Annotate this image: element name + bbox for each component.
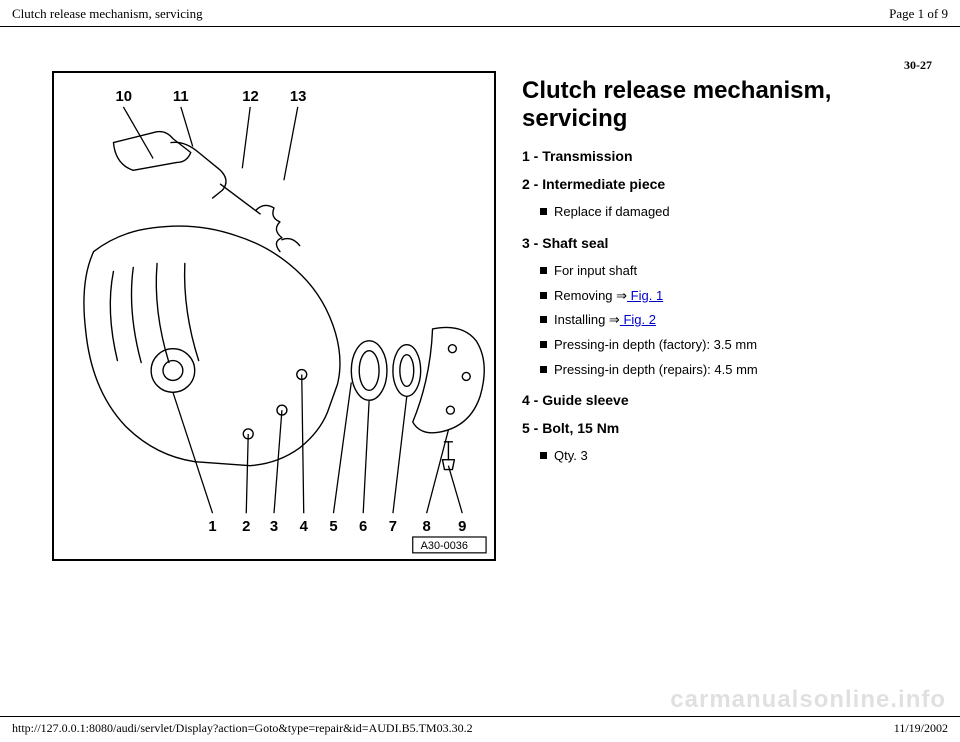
item-3-bullet-2: Removing ⇒ Fig. 1 [540,284,936,309]
section-number: 30-27 [904,58,932,73]
callout-top-13: 13 [290,89,307,105]
watermark: carmanualsonline.info [670,686,946,714]
item-2-num: 2 - [522,176,542,192]
arrow-icon: ⇒ [609,312,620,327]
item-5-label: Bolt, 15 Nm [542,420,619,436]
callout-bot-6: 6 [359,519,367,535]
footer-url: http://127.0.0.1:8080/audi/servlet/Displ… [12,721,473,736]
item-5-num: 5 - [522,420,542,436]
item-5: 5 - Bolt, 15 Nm [522,420,936,438]
item-3-bullets: For input shaft Removing ⇒ Fig. 1 Instal… [540,259,936,382]
header-title: Clutch release mechanism, servicing [12,6,203,22]
header-pager: Page 1 of 9 [889,6,948,22]
item-5-bullets: Qty. 3 [540,444,936,469]
link-fig-2[interactable]: Fig. 2 [620,312,656,327]
item-2-bullet-1: Replace if damaged [540,200,936,225]
item-3-label: Shaft seal [542,235,608,251]
callout-top-12: 12 [242,89,259,105]
diagram-bottom-callouts: 1 2 3 4 5 6 7 8 9 [208,519,466,535]
item-3-bullet-2-prefix: Removing [554,288,616,303]
item-1-num: 1 - [522,148,542,164]
callout-bot-9: 9 [458,519,466,535]
item-3-bullet-3: Installing ⇒ Fig. 2 [540,308,936,333]
callout-bot-4: 4 [300,519,309,535]
diagram-illustration [84,132,484,470]
arrow-icon: ⇒ [616,288,627,303]
content-area: 10 11 12 13 [0,27,960,561]
item-3-bullet-4: Pressing-in depth (factory): 3.5 mm [540,333,936,358]
callout-bot-7: 7 [389,519,397,535]
item-4: 4 - Guide sleeve [522,392,936,410]
item-3-bullet-3-prefix: Installing [554,312,609,327]
item-3-bullet-1: For input shaft [540,259,936,284]
item-3-num: 3 - [522,235,542,251]
diagram-id-text: A30-0036 [421,540,468,552]
page-title: Clutch release mechanism, servicing [522,77,936,132]
diagram-bottom-leaders [173,374,462,513]
item-2-bullets: Replace if damaged [540,200,936,225]
item-3-bullet-5: Pressing-in depth (repairs): 4.5 mm [540,358,936,383]
footer-date: 11/19/2002 [894,721,948,736]
link-fig-1[interactable]: Fig. 1 [627,288,663,303]
diagram-figure: 10 11 12 13 [52,71,496,561]
item-1-label: Transmission [542,148,632,164]
callout-bot-2: 2 [242,519,250,535]
diagram-frame: 10 11 12 13 [52,71,496,561]
item-2-label: Intermediate piece [542,176,665,192]
text-column: Clutch release mechanism, servicing 1 - … [522,71,936,561]
item-4-num: 4 - [522,392,542,408]
callout-bot-3: 3 [270,519,278,535]
callout-top-10: 10 [115,89,132,105]
page-header: Clutch release mechanism, servicing Page… [0,0,960,27]
callout-top-11: 11 [173,89,189,105]
callout-bot-1: 1 [208,519,216,535]
item-1: 1 - Transmission [522,148,936,166]
callout-bot-8: 8 [422,519,430,535]
callout-bot-5: 5 [329,519,337,535]
item-4-label: Guide sleeve [542,392,628,408]
diagram-svg: 10 11 12 13 [54,73,494,559]
item-2: 2 - Intermediate piece [522,176,936,194]
item-5-bullet-1: Qty. 3 [540,444,936,469]
page-footer: http://127.0.0.1:8080/audi/servlet/Displ… [0,716,960,742]
item-3: 3 - Shaft seal [522,235,936,253]
